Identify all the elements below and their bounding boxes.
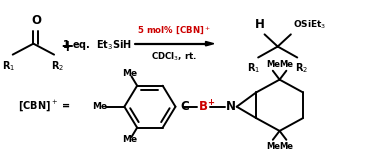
Text: 1 eq.  Et$_3$SiH: 1 eq. Et$_3$SiH bbox=[62, 38, 132, 52]
Text: Me: Me bbox=[266, 142, 280, 151]
Text: C: C bbox=[180, 100, 189, 113]
Text: O: O bbox=[31, 14, 41, 27]
Text: Me: Me bbox=[266, 60, 280, 69]
Text: B: B bbox=[199, 100, 208, 113]
Text: Me: Me bbox=[92, 102, 107, 111]
Text: CDCl$_3$, rt.: CDCl$_3$, rt. bbox=[151, 50, 197, 63]
Text: R$_1$: R$_1$ bbox=[2, 59, 15, 73]
Text: +: + bbox=[60, 39, 74, 54]
Text: Me: Me bbox=[122, 135, 137, 144]
Text: H: H bbox=[255, 19, 265, 31]
Text: Me: Me bbox=[122, 69, 137, 78]
Text: 5 mol% [CBN]$^+$: 5 mol% [CBN]$^+$ bbox=[137, 24, 211, 36]
Text: R$_2$: R$_2$ bbox=[295, 61, 308, 75]
Text: R$_2$: R$_2$ bbox=[51, 59, 64, 73]
Text: N: N bbox=[226, 100, 236, 113]
Text: Me: Me bbox=[279, 60, 293, 69]
Text: Me: Me bbox=[279, 142, 293, 151]
Text: +: + bbox=[207, 98, 214, 107]
Polygon shape bbox=[206, 41, 214, 46]
Text: R$_1$: R$_1$ bbox=[247, 61, 260, 75]
Text: OSiEt$_3$: OSiEt$_3$ bbox=[293, 19, 326, 31]
Text: [CBN]$^+$ =: [CBN]$^+$ = bbox=[19, 98, 71, 113]
